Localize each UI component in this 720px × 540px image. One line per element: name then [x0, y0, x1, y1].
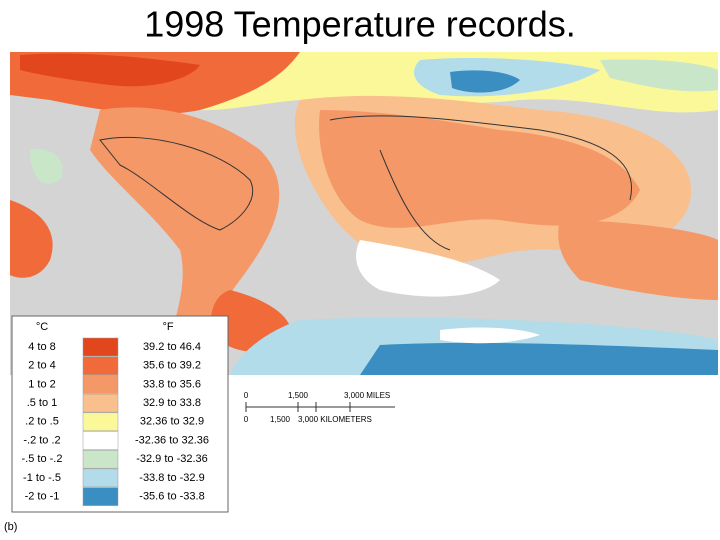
legend-celsius: .2 to .5 — [25, 416, 59, 428]
scale-label: 3,000 MILES — [344, 391, 390, 400]
legend-fahrenheit: 35.6 to 39.2 — [143, 360, 201, 372]
legend-fahrenheit: 32.36 to 32.9 — [140, 416, 204, 428]
title: 1998 Temperature records. — [144, 4, 576, 45]
scale-label: 1,500 — [270, 415, 291, 424]
scale-label: 0 — [244, 415, 249, 424]
legend-celsius: .5 to 1 — [27, 397, 58, 409]
scale-label: 3,000 KILOMETERS — [298, 415, 372, 424]
legend-swatch — [82, 393, 119, 413]
legend-fahrenheit: 32.9 to 33.8 — [143, 397, 201, 409]
legend-swatch — [82, 337, 119, 357]
scale-label: 1,500 — [288, 391, 309, 400]
legend-swatch — [82, 431, 119, 450]
legend-swatch — [82, 412, 119, 432]
legend-swatch — [82, 487, 119, 506]
legend-celsius: -1 to -.5 — [23, 472, 61, 484]
legend-celsius: 1 to 2 — [28, 378, 56, 390]
legend-fahrenheit: -32.36 to 32.36 — [135, 434, 209, 446]
legend-celsius: 4 to 8 — [28, 341, 56, 353]
legend-fahrenheit: -35.6 to -33.8 — [139, 491, 204, 503]
legend-fahrenheit: 39.2 to 46.4 — [143, 341, 201, 353]
legend-fahrenheit: 33.8 to 35.6 — [143, 378, 201, 390]
scale-label: 0 — [244, 391, 249, 400]
legend-header: °C — [36, 321, 48, 333]
panel-label: (b) — [4, 521, 17, 533]
legend-celsius: -2 to -1 — [25, 491, 60, 503]
legend-fahrenheit: -32.9 to -32.36 — [136, 453, 208, 465]
legend-celsius: -.5 to -.2 — [22, 453, 63, 465]
legend-fahrenheit: -33.8 to -32.9 — [139, 472, 204, 484]
legend-celsius: -.2 to .2 — [23, 434, 60, 446]
map — [10, 52, 718, 375]
legend-header: °F — [162, 321, 173, 333]
legend-swatch — [82, 468, 119, 488]
legend-swatch — [82, 449, 119, 469]
legend-swatch — [82, 356, 119, 375]
legend-celsius: 2 to 4 — [28, 360, 56, 372]
legend: °C °F 4 to 8 39.2 to 46.4 2 to 4 35.6 to 39… — [11, 315, 229, 513]
legend-swatch — [82, 375, 119, 394]
scale-bar: 0 1,500 3,000 MILES 0 1,500 3,000 KILOME… — [244, 391, 395, 424]
